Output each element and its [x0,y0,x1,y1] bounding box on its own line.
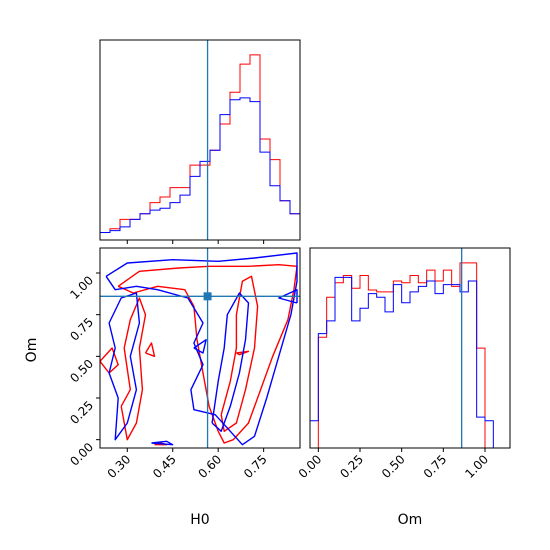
contour-series-1-line [236,350,250,356]
h0-histogram-ticks [126,240,265,244]
contour-series-2-line [193,339,207,354]
contour-series-2-line [105,252,298,446]
h0-om-contour-frame [99,247,301,449]
om-histogram-ticks: 0.00 0.25 0.50 0.75 1.00 [296,448,491,481]
y-axis-label-om: Om [24,338,40,363]
h0-om-contour-series [100,252,298,446]
h0-histogram-step-1 [100,54,300,240]
h0-histogram-series [100,54,300,240]
om-histogram-step-2 [310,276,510,448]
contour-xtick-label: 0.60 [196,452,225,481]
contour-ytick-label: 0.75 [67,315,96,344]
panel-h0-histogram [99,39,301,244]
contour-xtick-label: 0.45 [150,452,179,481]
contour-series-1-line [144,342,156,357]
truth-marker [203,292,212,301]
om-xtick-label: 0.25 [337,452,366,481]
contour-series-1-line [220,275,259,432]
om-xtick-label: 0.75 [421,452,450,481]
om-histogram-series [310,262,510,448]
x-axis-label-om: Om [398,512,423,528]
h0-om-truth-crosshair [100,248,300,448]
contour-ytick-label: 0.50 [67,357,96,386]
contour-series-2-line [151,440,174,446]
contour-ytick-label: 0.00 [67,440,96,469]
h0-om-contour-ticks: 0.30 0.45 0.60 0.75 0.00 0.25 0.50 0.75 1.00 [67,272,270,481]
om-xtick-label: 0.00 [296,452,325,481]
x-axis-label-h0: H0 [190,512,209,528]
panel-om-histogram: 0.00 0.25 0.50 0.75 1.00 Om [296,247,511,528]
contour-ytick-label: 1.00 [67,273,96,302]
om-xtick-label: 0.50 [379,452,408,481]
om-histogram-step-1 [310,262,510,448]
contour-series-1-line [100,347,119,374]
contour-series-2-line [108,292,141,441]
om-xtick-label: 1.00 [462,452,491,481]
contour-series-2-line [211,292,250,432]
contour-series-1-line [117,264,298,444]
om-histogram-frame [309,247,511,449]
panel-h0-om-contour: 0.30 0.45 0.60 0.750.000.250.500.751.00 H0 … [24,247,301,528]
contour-series-1-line [120,297,147,441]
h0-histogram-frame [99,39,301,241]
contour-xtick-label: 0.75 [241,452,270,481]
h0-histogram-step-2 [100,97,300,240]
contour-ytick-label: 0.25 [67,398,96,427]
contour-xtick-label: 0.30 [105,452,134,481]
